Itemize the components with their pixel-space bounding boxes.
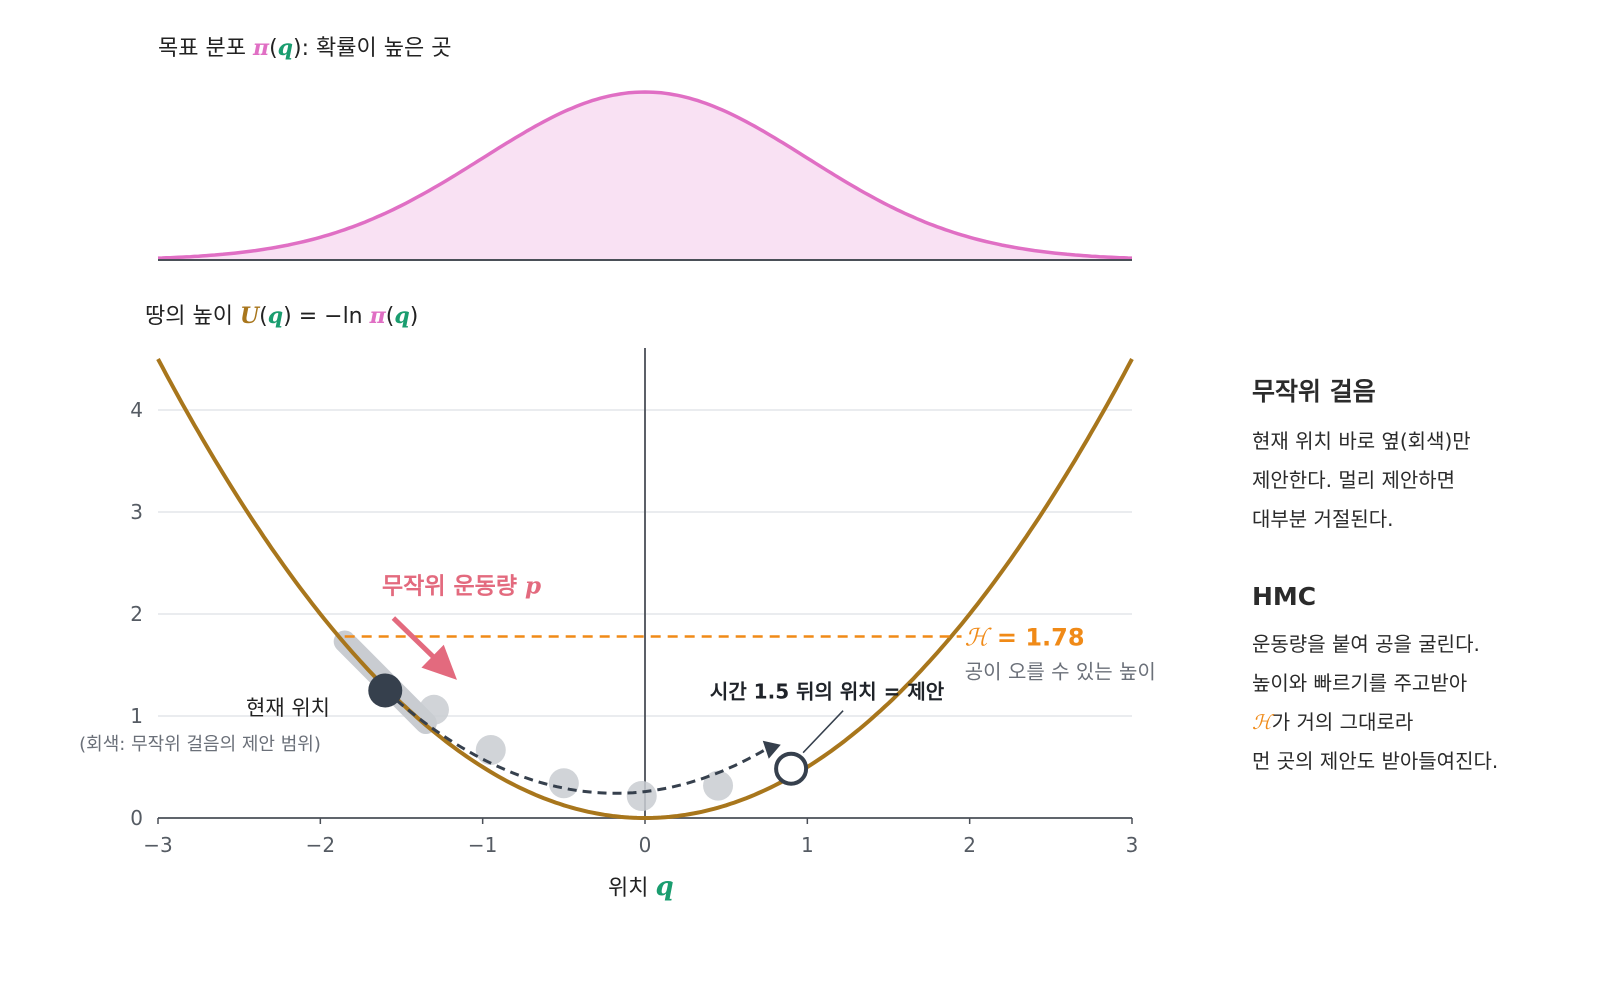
current-position-label: 현재 위치 xyxy=(246,696,330,720)
x-axis-label: 위치 q xyxy=(608,870,674,902)
main-title-q2: q xyxy=(394,303,410,329)
energy-label: ℋ = 1.78 xyxy=(965,623,1085,651)
proposal-leader-line xyxy=(802,710,844,754)
random-walk-line-2: 제안한다. 멀리 제안하면 xyxy=(1252,468,1456,492)
main-title-u: U xyxy=(239,303,260,329)
x-axis-label-q: q xyxy=(655,872,674,902)
random-walk-heading: 무작위 걸음 xyxy=(1252,377,1376,406)
energy-caption: 공이 오를 수 있는 높이 xyxy=(965,659,1156,683)
ghost-point xyxy=(418,694,449,725)
random-walk-line-1: 현재 위치 바로 옆(회색)만 xyxy=(1252,429,1471,453)
x-tick-label: 1 xyxy=(801,833,814,857)
hmc-heading: HMC xyxy=(1252,582,1317,611)
trajectory-arrowhead xyxy=(762,740,781,759)
hmc-line-1: 운동량을 붙여 공을 굴린다. xyxy=(1252,632,1480,656)
ghost-point xyxy=(703,770,734,801)
hmc-line-3: ℋ가 거의 그대로라 xyxy=(1252,703,1592,742)
potential-plot: 0 1 2 3 4 −3 −2 −1 0 1 2 3 무작위 운동량 p ℋ = 1.78 공이 오… xyxy=(79,348,1156,857)
x-tick-label: −1 xyxy=(468,833,497,857)
main-title-middle: = −ln xyxy=(291,304,370,329)
y-tick-label: 1 xyxy=(130,704,143,728)
hmc-trajectory xyxy=(384,689,768,795)
target-distribution-plot xyxy=(157,90,1133,261)
ghost-point xyxy=(626,780,657,811)
y-tick-label: 0 xyxy=(130,806,143,830)
proposal-label: 시간 1.5 뒤의 위치 = 제안 xyxy=(710,680,945,704)
hmc-line-3-rest: 가 거의 그대로라 xyxy=(1271,710,1414,734)
x-tick-label: 3 xyxy=(1126,833,1139,857)
ghost-point xyxy=(548,768,579,799)
target-density-fill xyxy=(158,92,1132,260)
random-walk-line-3: 대부분 거절된다. xyxy=(1252,507,1394,531)
hmc-note: HMC 운동량을 붙여 공을 굴린다. 높이와 빠르기를 주고받아 ℋ가 거의 … xyxy=(1252,582,1592,781)
ghost-points xyxy=(418,694,734,811)
top-title-suffix: : 확률이 높은 곳 xyxy=(301,36,452,61)
random-walk-note: 무작위 걸음 현재 위치 바로 옆(회색)만 제안한다. 멀리 제안하면 대부분… xyxy=(1252,372,1592,539)
main-panel-title: 땅의 높이 U(q) = −ln π(q) xyxy=(145,303,419,329)
x-tick-label: 0 xyxy=(639,833,652,857)
top-title-prefix: 목표 분포 xyxy=(158,36,253,61)
y-tick-label: 4 xyxy=(130,398,143,422)
main-title-pi: π xyxy=(369,303,386,329)
current-position-ball xyxy=(368,673,403,708)
y-tick-label: 2 xyxy=(130,602,143,626)
x-axis-label-text: 위치 xyxy=(608,876,656,901)
potential-curve xyxy=(156,358,1134,820)
x-tick-label: −2 xyxy=(306,833,335,857)
ghost-point xyxy=(475,734,506,765)
hmc-line-2: 높이와 빠르기를 주고받아 xyxy=(1252,671,1468,695)
x-tick-label: 2 xyxy=(963,833,976,857)
main-title-prefix: 땅의 높이 xyxy=(145,304,240,329)
hmc-line-4: 먼 곳의 제안도 받아들여진다. xyxy=(1252,749,1499,773)
main-title-q: q xyxy=(267,303,284,329)
momentum-arrowhead xyxy=(421,644,457,680)
top-panel-title: 목표 분포 π(q): 확률이 높은 곳 xyxy=(158,35,452,61)
proposal-ball xyxy=(774,751,809,786)
hmc-line-3-symbol: ℋ xyxy=(1252,710,1272,734)
current-position-sublabel: (회색: 무작위 걸음의 제안 범위) xyxy=(79,734,321,755)
y-axis-ticks: 0 1 2 3 4 xyxy=(130,398,143,830)
x-axis-ticks: −3 −2 −1 0 1 2 3 xyxy=(143,818,1138,857)
top-title-pi: π xyxy=(252,35,270,61)
x-tick-label: −3 xyxy=(143,833,172,857)
target-density-curve xyxy=(157,90,1133,260)
top-title-q: q xyxy=(277,35,294,61)
momentum-label: 무작위 운동량 p xyxy=(382,573,541,600)
y-tick-label: 3 xyxy=(130,500,143,524)
